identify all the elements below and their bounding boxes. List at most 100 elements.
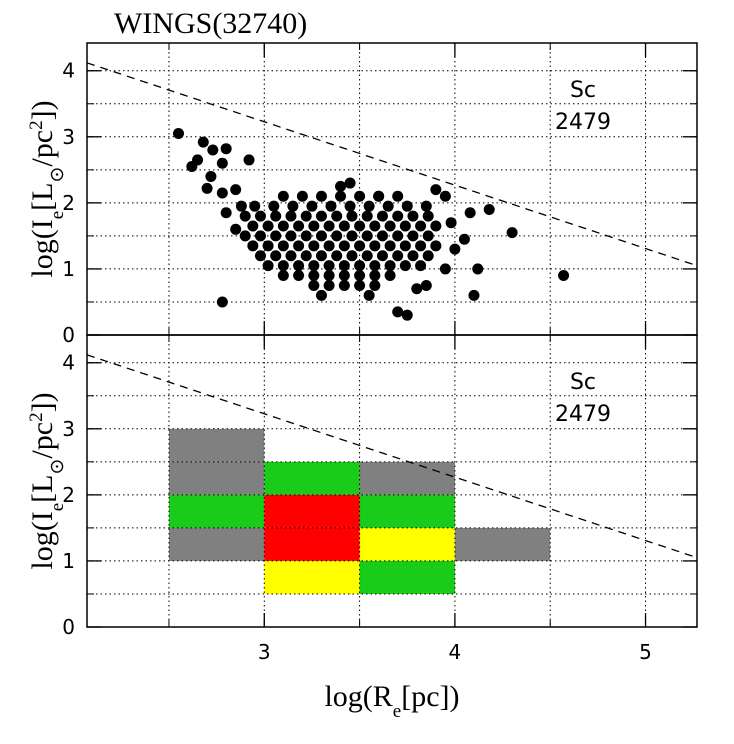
point xyxy=(407,250,419,262)
label-part: 2 xyxy=(26,120,47,130)
point xyxy=(270,210,282,222)
point xyxy=(376,230,388,242)
point xyxy=(354,190,366,202)
point xyxy=(262,260,274,272)
point xyxy=(201,182,213,194)
point xyxy=(506,227,518,239)
point xyxy=(382,200,394,212)
heat-cell xyxy=(264,560,360,594)
point xyxy=(277,240,289,252)
y-tick-label: 2 xyxy=(62,191,75,215)
frame xyxy=(86,42,698,336)
x-tick-label: 3 xyxy=(258,640,271,664)
point xyxy=(277,220,289,232)
point xyxy=(407,230,419,242)
point xyxy=(331,230,343,242)
point xyxy=(399,220,411,232)
label-part: 2 xyxy=(26,412,47,422)
point xyxy=(293,240,305,252)
y-tick-label: 0 xyxy=(62,323,75,347)
point xyxy=(262,240,274,252)
label-part: e xyxy=(393,701,401,722)
point xyxy=(285,210,297,222)
point xyxy=(458,233,470,245)
point xyxy=(354,260,366,272)
dashed-line xyxy=(87,62,697,267)
axis-label: log(Ie[L⊙/pc2]) xyxy=(26,100,68,277)
label-part: [pc]) xyxy=(401,680,459,713)
point xyxy=(308,220,320,232)
panel: 0 1 2 3 4 3 4 5 Sc 2479 xyxy=(62,334,698,664)
heat-cell xyxy=(168,461,265,495)
label-part: log(I xyxy=(26,219,59,277)
point xyxy=(277,270,289,282)
point xyxy=(216,296,228,308)
point xyxy=(247,240,259,252)
point xyxy=(384,270,396,282)
point xyxy=(344,177,356,189)
point xyxy=(439,263,451,275)
heat-cell xyxy=(168,494,265,528)
point xyxy=(338,260,350,272)
point xyxy=(207,144,219,156)
point xyxy=(338,270,350,282)
point xyxy=(430,220,442,232)
point xyxy=(420,279,432,291)
annotation: 2479 xyxy=(555,110,611,135)
point xyxy=(315,210,327,222)
point xyxy=(335,190,347,202)
point xyxy=(354,220,366,232)
point xyxy=(270,250,282,262)
point xyxy=(323,240,335,252)
point xyxy=(464,207,476,219)
point xyxy=(363,289,375,301)
point xyxy=(468,289,480,301)
annotation: 2479 xyxy=(555,402,611,427)
point xyxy=(268,200,280,212)
chart-title: WINGS(32740) xyxy=(114,7,307,40)
point xyxy=(239,230,251,242)
point xyxy=(197,136,209,148)
point xyxy=(439,190,451,202)
point xyxy=(308,270,320,282)
point xyxy=(392,230,404,242)
point xyxy=(308,240,320,252)
point xyxy=(254,250,266,262)
point xyxy=(300,210,312,222)
point xyxy=(308,279,320,291)
point xyxy=(300,250,312,262)
point xyxy=(323,220,335,232)
point xyxy=(369,270,381,282)
point xyxy=(296,190,308,202)
point xyxy=(354,240,366,252)
point xyxy=(415,240,427,252)
point xyxy=(308,260,320,272)
point xyxy=(369,220,381,232)
point xyxy=(277,260,289,272)
point xyxy=(411,283,423,295)
label-part: [L xyxy=(26,182,59,210)
y-tick-label: 0 xyxy=(62,615,75,639)
point xyxy=(415,220,427,232)
frame xyxy=(86,334,698,628)
point xyxy=(277,190,289,202)
point xyxy=(315,250,327,262)
point xyxy=(384,220,396,232)
point xyxy=(254,210,266,222)
label-part: ]) xyxy=(26,100,59,120)
point xyxy=(392,250,404,262)
y-tick-label: 1 xyxy=(62,257,75,281)
point xyxy=(422,210,434,222)
point xyxy=(331,250,343,262)
point xyxy=(483,203,495,215)
label-part: log(I xyxy=(26,511,59,569)
point xyxy=(392,306,404,318)
point xyxy=(220,207,232,219)
point xyxy=(354,279,366,291)
point xyxy=(420,200,432,212)
point xyxy=(399,260,411,272)
label-part: log(R xyxy=(324,680,392,713)
point xyxy=(361,230,373,242)
point xyxy=(401,200,413,212)
point xyxy=(262,220,274,232)
